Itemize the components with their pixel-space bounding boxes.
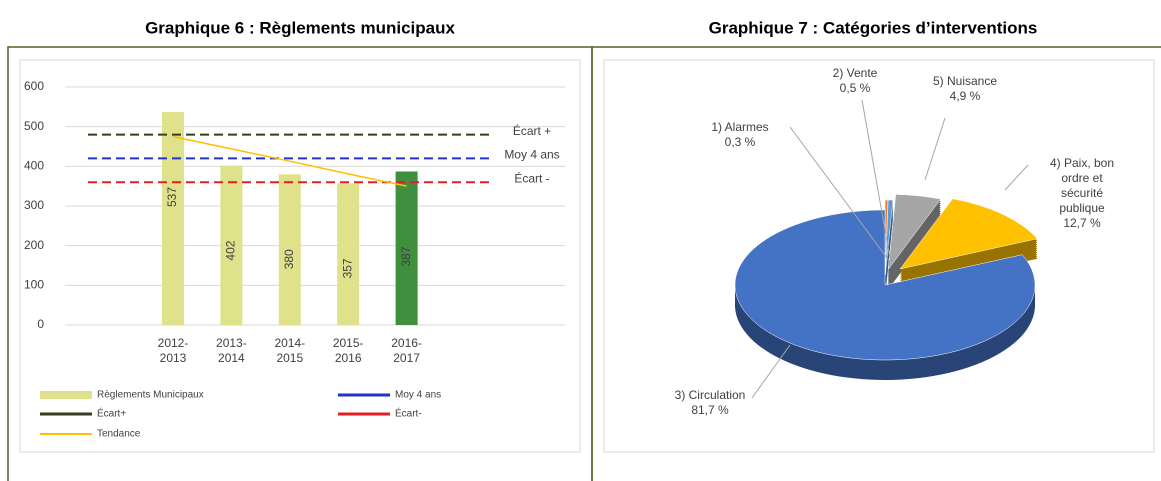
- y-tick-label: 100: [24, 278, 44, 292]
- slice-side: [885, 212, 893, 288]
- slice-side: [885, 220, 893, 296]
- x-tick-label: 2016-2017: [387, 336, 427, 366]
- frame: [591, 46, 1161, 481]
- plot-area: [19, 59, 581, 453]
- bar: [278, 174, 301, 325]
- slice-label: 5) Nuisance 4,9 %: [920, 74, 1010, 104]
- slice-label: 3) Circulation 81,7 %: [660, 388, 760, 418]
- slice-label: 1) Alarmes 0,3 %: [695, 120, 785, 150]
- x-tick-label-text: 2012-2013: [157, 336, 189, 365]
- slice-side: [885, 208, 893, 284]
- annotation: Écart +: [513, 123, 551, 138]
- legend-label: Écart+: [97, 407, 126, 420]
- slice-label-text: 0,3 %: [724, 135, 756, 149]
- bar: [395, 171, 418, 325]
- leader-line: [924, 117, 946, 181]
- value-label: 380: [282, 249, 296, 269]
- slice-label-text: 81,7 %: [691, 403, 729, 417]
- y-tick-label: 200: [24, 238, 44, 252]
- slice-label-text: 0,5 %: [839, 81, 871, 95]
- slice-side: [885, 206, 893, 282]
- slice-label-text: 3) Circulation: [674, 388, 746, 402]
- annotation: Moy 4 ans: [504, 148, 559, 162]
- slice: [887, 194, 942, 271]
- plot-area: [603, 59, 1155, 453]
- slice-side: [885, 204, 893, 280]
- trend-line: [172, 135, 407, 187]
- legend-label: Moy 4 ans: [395, 390, 441, 401]
- chart-title: Graphique 7 : Catégories d’interventions: [709, 18, 1038, 37]
- slice-label-text: 2) Vente: [832, 66, 878, 80]
- slice-label-text: 1) Alarmes: [711, 120, 769, 134]
- slice-label-text: 5) Nuisance: [932, 74, 998, 88]
- y-tick-label: 0: [37, 317, 44, 331]
- slice-label: 4) Paix, bon ordre et sécurité publique 1…: [1042, 156, 1122, 231]
- y-tick-label: 600: [24, 79, 44, 93]
- leader-line: [751, 344, 791, 399]
- slice-label: 2) Vente 0,5 %: [810, 66, 900, 96]
- y-tick-label: 400: [24, 159, 44, 173]
- x-tick-label: 2013-2014: [211, 336, 251, 366]
- slice-label-text: 4) Paix, bon ordre et sécurité publique: [1049, 156, 1115, 215]
- x-tick-label: 2014-2015: [270, 336, 310, 366]
- legend-swatch: [40, 391, 92, 399]
- value-label: 357: [340, 258, 354, 278]
- bar: [162, 111, 184, 326]
- y-tick-label: 500: [24, 119, 44, 133]
- x-tick-label-text: 2013-2014: [216, 336, 247, 365]
- slice: [885, 199, 894, 276]
- annotation: Écart -: [514, 170, 549, 185]
- leader-line: [1004, 164, 1029, 191]
- value-label: 402: [224, 240, 238, 260]
- value-label: 387: [399, 246, 413, 266]
- x-tick-label: 2015-2016: [328, 336, 368, 366]
- y-tick-label: 300: [24, 198, 44, 212]
- x-tick-label-text: 2015-2016: [332, 336, 364, 365]
- leader-line: [789, 126, 891, 263]
- x-tick-label: 2012-2013: [153, 336, 193, 366]
- value-label: 537: [165, 187, 179, 207]
- x-tick-label-text: 2016-2017: [391, 336, 422, 365]
- legend-label: Règlements Municipaux: [97, 390, 204, 401]
- x-tick-label-text: 2014-2015: [274, 336, 306, 365]
- bar: [337, 183, 360, 325]
- chart-title: Graphique 6 : Règlements municipaux: [145, 18, 455, 37]
- legend-label: Écart-: [395, 407, 422, 420]
- leader-line: [861, 99, 891, 259]
- slice-label-text: 4,9 %: [949, 89, 981, 103]
- slice: [734, 209, 1036, 361]
- slice: [899, 198, 1038, 270]
- bar: [220, 165, 243, 325]
- legend-label: Tendance: [97, 429, 141, 440]
- slice-label-text: 12,7 %: [1063, 216, 1101, 230]
- slice-side: [885, 210, 893, 286]
